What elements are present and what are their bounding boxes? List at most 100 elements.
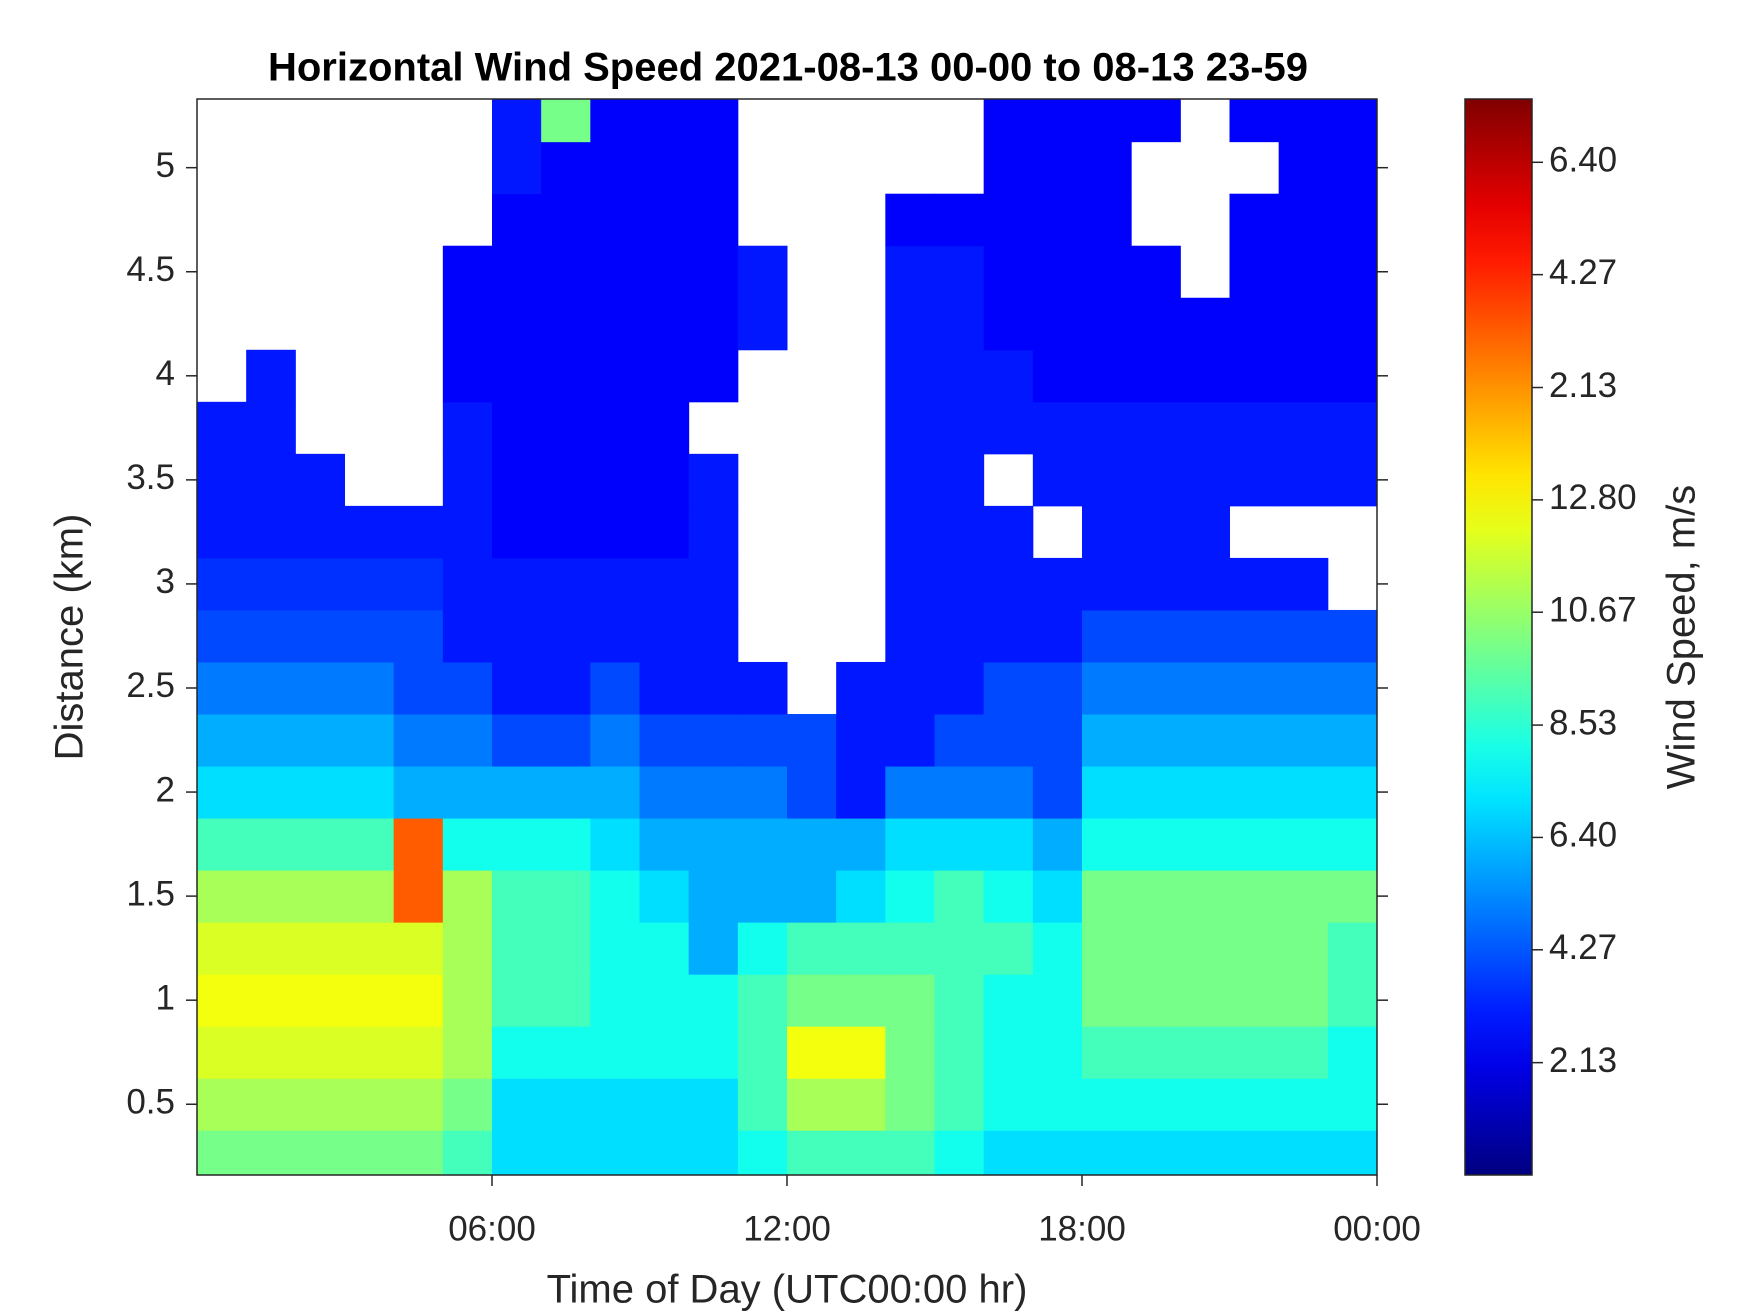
heat-cell: [983, 1026, 1034, 1079]
y-tick-label: 4: [156, 354, 175, 393]
heat-cell: [787, 974, 837, 1027]
heat-cell: [344, 557, 395, 611]
heat-cell: [590, 870, 640, 923]
heat-cell: [1229, 1078, 1280, 1131]
heat-cell: [246, 661, 296, 715]
heat-cell: [197, 661, 247, 715]
heat-cell: [983, 818, 1034, 871]
heat-cell: [983, 661, 1034, 715]
heat-cell: [541, 1026, 591, 1079]
heat-cell: [885, 609, 935, 663]
heat-cell: [1327, 1130, 1377, 1175]
heat-cell: [1278, 974, 1329, 1027]
heat-cell: [541, 99, 591, 143]
y-tick-label: 5: [156, 146, 175, 185]
heat-cell: [688, 557, 739, 611]
heat-cell: [492, 661, 542, 715]
heat-cell: [934, 714, 985, 767]
heat-cell: [639, 922, 690, 975]
heat-cell: [1229, 557, 1280, 611]
heat-cell: [1082, 193, 1132, 247]
heat-cell: [1032, 766, 1083, 819]
heat-cell: [1032, 870, 1083, 923]
heat-cell: [934, 922, 985, 975]
y-axis-label: Distance (km): [48, 514, 92, 761]
heat-cell: [541, 766, 591, 819]
heat-cell: [442, 661, 493, 715]
heat-cell: [1229, 818, 1280, 871]
heat-cell: [737, 766, 788, 819]
heat-cell: [688, 245, 739, 299]
heat-cell: [197, 1078, 247, 1131]
heat-cell: [1032, 141, 1083, 195]
heat-cell: [344, 766, 395, 819]
heat-cell: [639, 401, 690, 455]
heat-cell: [688, 870, 739, 923]
heat-cell: [1180, 505, 1230, 559]
heat-cell: [1327, 453, 1377, 507]
heat-cell: [1032, 297, 1083, 351]
heat-cell: [1032, 818, 1083, 871]
heat-cell: [197, 922, 247, 975]
heat-cell: [1180, 661, 1230, 715]
heat-cell: [1278, 1026, 1329, 1079]
heat-cell: [688, 505, 739, 559]
heat-cell: [885, 297, 935, 351]
heat-cell: [885, 505, 935, 559]
heat-cell: [688, 99, 739, 143]
heat-cell: [688, 609, 739, 663]
heat-cell: [1082, 661, 1132, 715]
heat-cell: [1082, 401, 1132, 455]
heat-cell: [1327, 661, 1377, 715]
heat-cell: [983, 349, 1034, 403]
heat-cell: [1032, 1078, 1083, 1131]
x-tick-label: 00:00: [1333, 1209, 1421, 1248]
heat-cell: [1082, 1078, 1132, 1131]
heat-cell: [688, 1130, 739, 1175]
heat-cell: [197, 1026, 247, 1079]
y-tick-label: 2: [156, 770, 175, 809]
heat-cell: [1032, 974, 1083, 1027]
heat-cell: [590, 557, 640, 611]
chart-title: Horizontal Wind Speed 2021-08-13 00-00 t…: [268, 46, 1308, 90]
heat-cell: [1082, 609, 1132, 663]
heat-cell: [590, 714, 640, 767]
y-tick-label: 1.5: [126, 874, 175, 913]
heat-cell: [934, 453, 985, 507]
heat-cell: [344, 818, 395, 871]
x-tick-label: 06:00: [448, 1209, 536, 1248]
heat-cell: [344, 609, 395, 663]
heat-cell: [541, 922, 591, 975]
heat-cell: [492, 870, 542, 923]
heat-cell: [1180, 557, 1230, 611]
heat-cell: [442, 453, 493, 507]
heat-cell: [1229, 922, 1280, 975]
heat-cell: [787, 818, 837, 871]
heat-cell: [344, 1130, 395, 1175]
heat-cell: [1082, 974, 1132, 1027]
heat-cell: [639, 193, 690, 247]
heat-cell: [1278, 193, 1329, 247]
heat-cell: [442, 1130, 493, 1175]
heat-cell: [1229, 714, 1280, 767]
heatmap: [197, 99, 1377, 1175]
heat-cell: [885, 922, 935, 975]
heat-cell: [492, 297, 542, 351]
heat-cell: [1082, 557, 1132, 611]
heat-cell: [246, 1078, 296, 1131]
heat-cell: [590, 609, 640, 663]
heat-cell: [442, 401, 493, 455]
heat-cell: [836, 870, 886, 923]
heat-cell: [295, 1078, 345, 1131]
heat-cell: [1278, 453, 1329, 507]
heat-cell: [393, 557, 444, 611]
colorbar-tick-label: 8.53: [1549, 703, 1617, 742]
heat-cell: [1327, 974, 1377, 1027]
heat-cell: [246, 505, 296, 559]
heat-cell: [639, 245, 690, 299]
heat-cell: [1131, 1130, 1181, 1175]
y-tick-label: 3: [156, 562, 175, 601]
heat-cell: [1327, 99, 1377, 143]
heat-cell: [1131, 453, 1181, 507]
heat-cell: [1180, 1026, 1230, 1079]
